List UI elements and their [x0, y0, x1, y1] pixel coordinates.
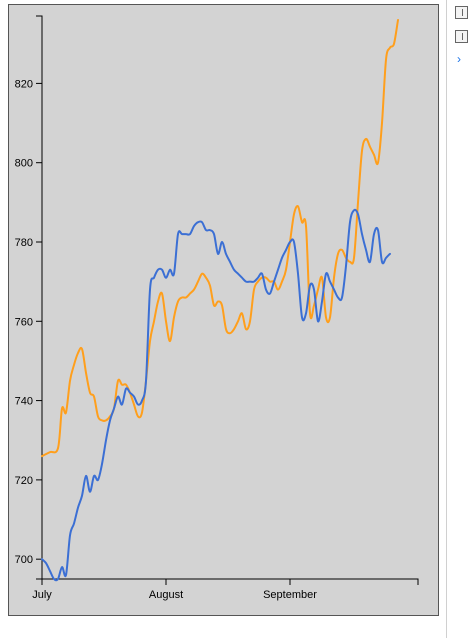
y-tick-label: 700	[15, 554, 33, 566]
y-tick-label: 780	[15, 237, 33, 249]
y-tick-label: 760	[15, 316, 33, 328]
y-axis-line	[36, 15, 43, 580]
line-chart: 700 720 740 760 780 800 820 July August Septembe…	[15, 15, 419, 601]
x-tick-label: July	[32, 589, 52, 601]
y-tick-label: 720	[15, 475, 33, 487]
y-tick-label: 800	[15, 158, 33, 170]
collapse-panel-icon[interactable]	[455, 30, 468, 43]
chart-frame: 700 720 740 760 780 800 820 July August Septembe…	[8, 4, 439, 616]
chevron-right-icon[interactable]: ›	[457, 52, 461, 66]
series-layer	[41, 19, 399, 582]
series-line-1	[41, 19, 399, 458]
series-line-2	[41, 208, 391, 582]
x-tick-label: August	[149, 589, 183, 601]
x-axis-line	[41, 578, 419, 585]
x-axis: July August September	[32, 578, 419, 601]
x-tick-label: September	[263, 589, 317, 601]
y-tick-label: 740	[15, 396, 33, 408]
y-axis: 700 720 740 760 780 800 820	[15, 15, 43, 580]
y-tick-label: 820	[15, 78, 33, 90]
toggle-panel-icon[interactable]	[455, 6, 468, 19]
side-panel: ›	[446, 0, 469, 638]
